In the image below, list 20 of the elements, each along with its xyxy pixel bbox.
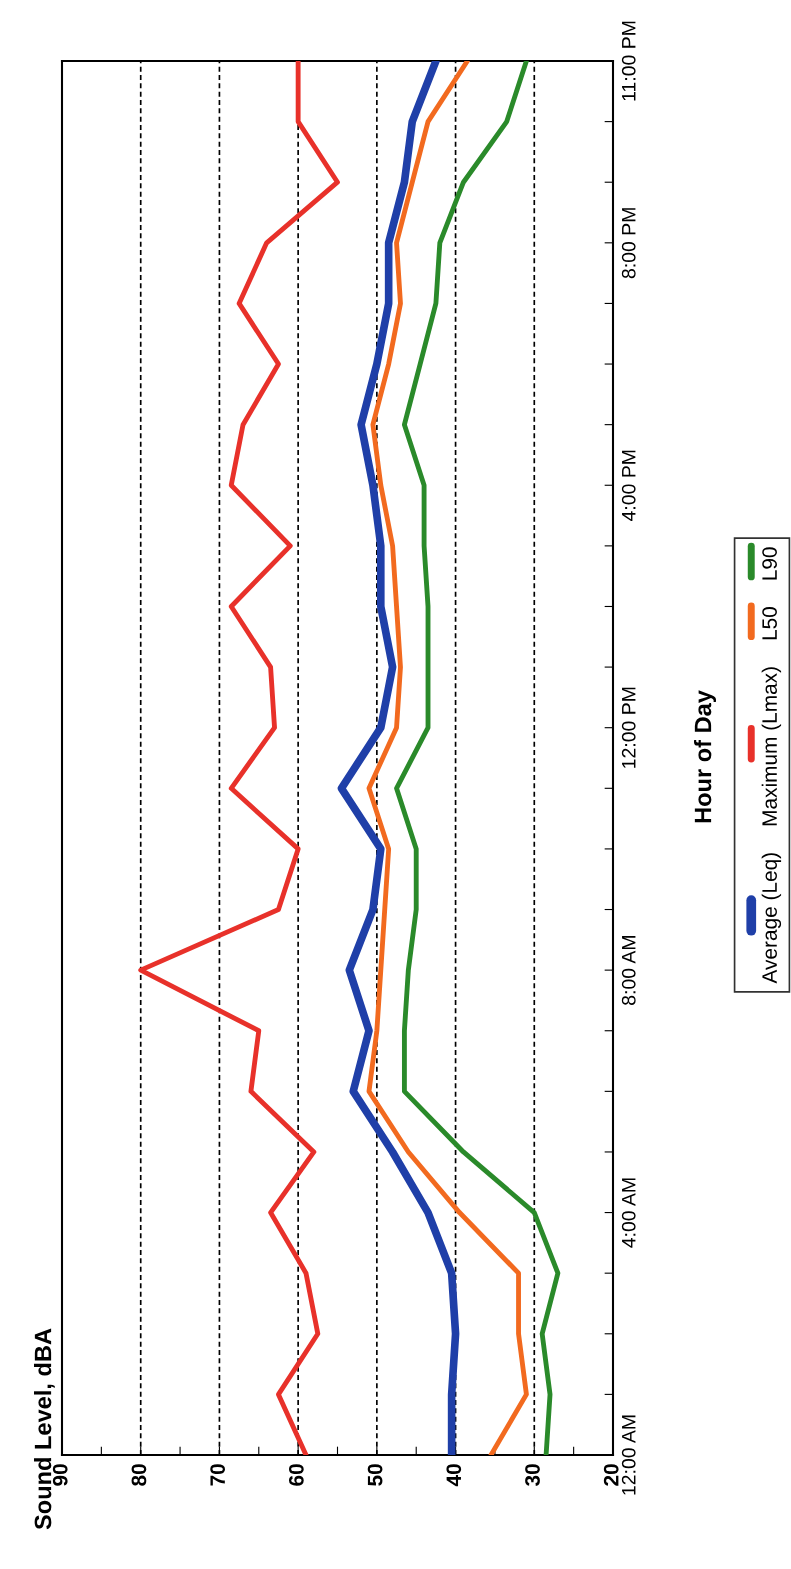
y-tick-label: 11:00 PM: [621, 21, 636, 101]
x-tick-label: 90: [52, 1464, 68, 1486]
legend-label: L50: [762, 607, 777, 640]
x-tick-label: 70: [210, 1464, 226, 1486]
y-tick-label: 4:00 AM: [621, 1178, 636, 1248]
y-tick-label: 8:00 PM: [621, 208, 636, 279]
y-tick-label: 4:00 PM: [621, 450, 636, 522]
y-tick-label: 8:00 AM: [621, 936, 636, 1005]
y-tick-label: 12:00 AM: [621, 1415, 636, 1495]
legend-label: Maximum (Lmax): [761, 667, 782, 826]
x-tick-label: 30: [525, 1464, 540, 1487]
x-tick-label: 40: [446, 1464, 462, 1487]
x-tick-label: 80: [131, 1464, 147, 1486]
x-tick-label: 20: [603, 1464, 619, 1486]
x-tick-label: 50: [367, 1464, 383, 1486]
legend-label: L90: [762, 547, 777, 580]
legend-label: Average (Leq): [761, 853, 782, 984]
x-tick-label: 60: [288, 1464, 304, 1486]
y-axis-title: Hour of Day: [693, 690, 717, 823]
y-tick-label: 12:00 PM: [621, 687, 636, 768]
